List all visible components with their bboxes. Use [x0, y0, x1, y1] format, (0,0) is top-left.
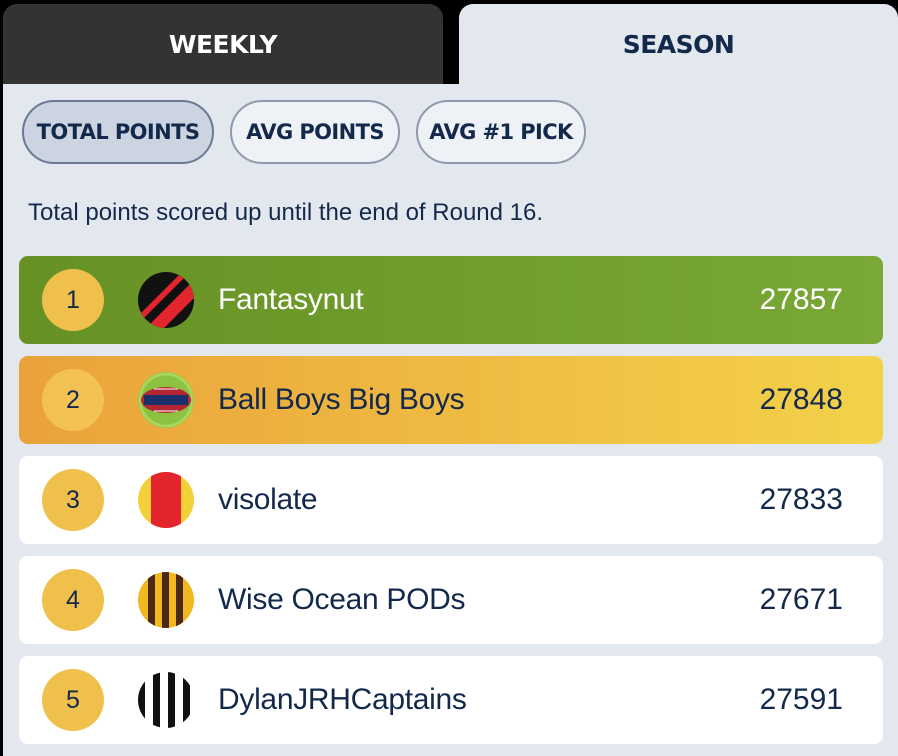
tab-season[interactable]: SEASON — [459, 4, 898, 84]
team-name: Wise Ocean PODs — [218, 583, 466, 616]
team-name: Fantasynut — [218, 283, 364, 316]
hawthorn-stripes-icon — [138, 572, 194, 628]
team-score: 27833 — [759, 483, 843, 516]
team-name: DylanJRHCaptains — [218, 683, 467, 716]
season-panel: TOTAL POINTS AVG POINTS AVG #1 PICK Tota… — [3, 84, 898, 756]
rank-badge: 4 — [42, 569, 104, 631]
team-score: 27591 — [759, 683, 843, 716]
collingwood-stripes-icon — [138, 672, 194, 728]
red-yellow-guernsey-icon — [138, 472, 194, 528]
team-score: 27857 — [759, 283, 843, 316]
avg-points-filter-button[interactable]: AVG POINTS — [230, 100, 400, 164]
football-badge-icon — [138, 372, 194, 428]
team-name: Ball Boys Big Boys — [218, 383, 465, 416]
team-score: 27671 — [759, 583, 843, 616]
leaderboard-row[interactable]: 5 DylanJRHCaptains 27591 — [19, 656, 883, 744]
essendon-guernsey-icon — [138, 272, 194, 328]
rank-badge: 2 — [42, 369, 104, 431]
tab-bar: WEEKLY SEASON — [0, 0, 898, 84]
total-points-filter-button[interactable]: TOTAL POINTS — [22, 100, 214, 164]
avg-first-pick-filter-button[interactable]: AVG #1 PICK — [416, 100, 586, 164]
leaderboard-row[interactable]: 3 visolate 27833 — [19, 456, 883, 544]
rank-badge: 5 — [42, 669, 104, 731]
rank-badge: 1 — [42, 269, 104, 331]
leaderboard-description: Total points scored up until the end of … — [28, 199, 544, 226]
leaderboard-row[interactable]: 1 Fantasynut 27857 — [19, 256, 883, 344]
leaderboard-row[interactable]: 2 Ball Boys Big Boys 27848 — [19, 356, 883, 444]
team-name: visolate — [218, 483, 318, 516]
team-score: 27848 — [759, 383, 843, 416]
rank-badge: 3 — [42, 469, 104, 531]
tab-weekly[interactable]: WEEKLY — [3, 4, 443, 84]
leaderboard-row[interactable]: 4 Wise Ocean PODs 27671 — [19, 556, 883, 644]
